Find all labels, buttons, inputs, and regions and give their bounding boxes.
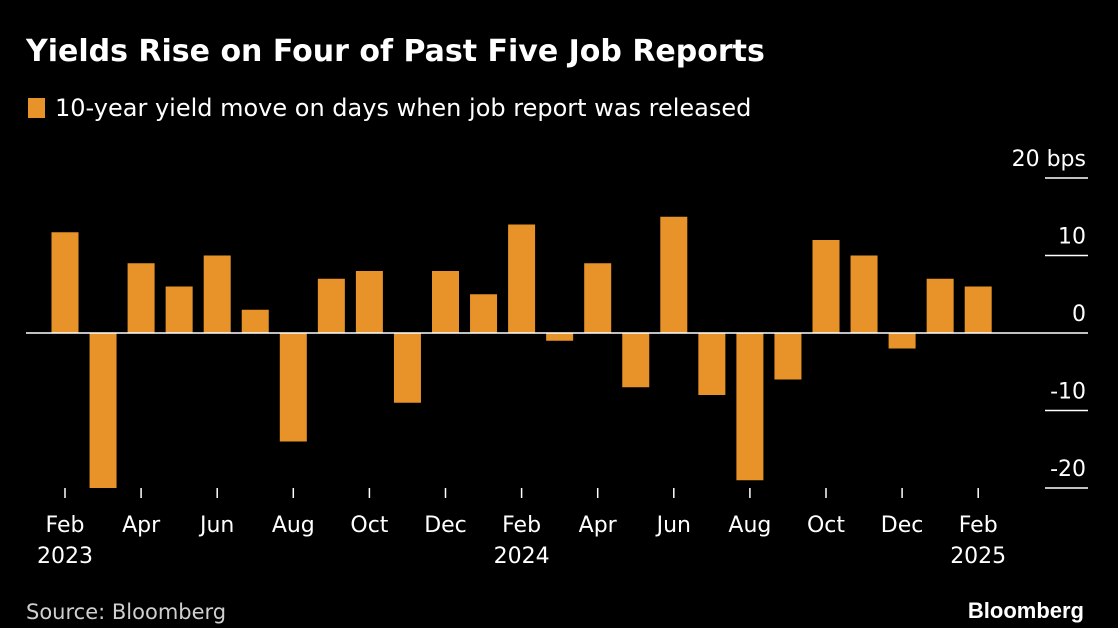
bar <box>355 271 383 333</box>
x-tick-label: Oct <box>807 513 845 538</box>
legend: 10-year yield move on days when job repo… <box>28 94 751 122</box>
bar <box>964 286 992 333</box>
bar <box>584 263 612 333</box>
bar <box>432 271 459 333</box>
bar <box>736 333 764 481</box>
bar <box>89 333 117 488</box>
x-tick-label: Feb <box>502 513 541 538</box>
bar <box>888 333 916 349</box>
bloomberg-logo: Bloomberg <box>967 598 1084 623</box>
bar <box>774 333 802 380</box>
source-note: Source: Bloomberg <box>26 600 227 624</box>
x-tick-label: Feb <box>959 513 998 538</box>
x-tick-label: Dec <box>424 513 467 538</box>
x-tick-label: Oct <box>350 513 388 538</box>
bar <box>622 333 650 388</box>
x-tick-label: Dec <box>881 513 924 538</box>
x-tick-label: Jun <box>198 513 234 538</box>
bar <box>317 278 345 333</box>
bar <box>508 224 536 333</box>
bar <box>241 309 269 333</box>
x-tick-label: Aug <box>272 513 315 538</box>
y-tick-label: -20 <box>1050 457 1086 482</box>
bar <box>51 232 79 333</box>
bar <box>850 255 878 333</box>
legend-swatch <box>28 98 45 118</box>
x-tick-label: Apr <box>579 513 618 538</box>
y-tick-label: 10 <box>1058 225 1086 250</box>
legend-label: 10-year yield move on days when job repo… <box>55 94 752 122</box>
x-tick-label: Apr <box>122 513 161 538</box>
bar <box>926 278 954 333</box>
x-tick-label: Feb <box>46 513 85 538</box>
y-tick-label: 0 <box>1072 302 1086 327</box>
bar <box>279 333 307 442</box>
y-tick-label: 20 bps <box>1012 147 1086 172</box>
bar <box>812 240 840 333</box>
x-tick-year-label: 2023 <box>37 544 93 569</box>
y-tick-label: -10 <box>1050 380 1086 405</box>
x-tick-label: Aug <box>728 513 771 538</box>
x-tick-year-label: 2025 <box>950 544 1006 569</box>
bar <box>203 255 231 333</box>
chart-title: Yields Rise on Four of Past Five Job Rep… <box>26 34 765 69</box>
bar <box>393 333 421 403</box>
bar <box>546 333 574 341</box>
bar <box>660 216 688 333</box>
bar <box>127 263 155 333</box>
x-tick-year-label: 2024 <box>494 544 550 569</box>
x-tick-label: Jun <box>655 513 691 538</box>
bar <box>698 333 726 395</box>
bar <box>470 294 498 333</box>
bar <box>165 286 193 333</box>
